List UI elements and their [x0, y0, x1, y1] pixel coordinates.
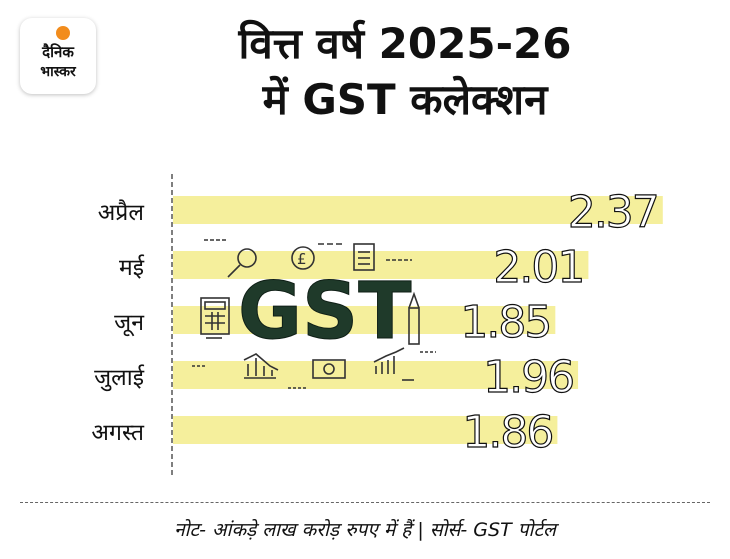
category-label: अप्रैल: [98, 199, 145, 226]
search-icon: [227, 248, 257, 278]
dash-marks: [192, 239, 436, 389]
footer-note: नोट- आंकड़े लाख करोड़ रुपए में हैं | सोर…: [174, 519, 556, 541]
data-label: 1.85: [460, 297, 550, 348]
calculator-icon: [200, 297, 230, 335]
bar: [173, 416, 558, 444]
bar-chart: £: [91, 174, 663, 478]
footer-divider: [20, 502, 710, 503]
growth-chart-icon: [373, 347, 405, 374]
data-label: 1.86: [462, 407, 552, 458]
data-label: 2.37: [568, 187, 658, 238]
category-label: जुलाई: [94, 364, 145, 392]
chart-title: वित्त वर्ष 2025-26 में GST कलेक्शन: [110, 16, 700, 128]
sun-icon: [56, 26, 70, 40]
cash-icon: [312, 359, 346, 379]
pencil-icon: [408, 291, 420, 345]
gst-illustration: £: [192, 239, 436, 389]
category-label: मई: [119, 254, 145, 281]
bar: [173, 361, 579, 389]
chart-title-line1: वित्त वर्ष 2025-26: [238, 19, 572, 68]
category-label: जून: [114, 310, 145, 337]
category-label: अगस्त: [91, 420, 144, 446]
svg-text:£: £: [297, 250, 307, 268]
bars-layer: [171, 174, 663, 478]
gst-illustration-text: GST: [238, 267, 411, 357]
bar: [173, 306, 556, 334]
pound-coin-icon: £: [291, 246, 315, 270]
bar-graph-icon: [243, 353, 279, 379]
logo-text-line2: भास्कर: [40, 64, 76, 80]
bar: [173, 196, 663, 224]
data-label: 2.01: [493, 242, 583, 293]
logo-text-line1: दैनिक: [42, 43, 74, 61]
dainik-bhaskar-logo: दैनिक भास्कर: [20, 18, 96, 94]
data-label: 1.96: [483, 352, 573, 403]
chart-title-line2: में GST कलेक्शन: [262, 75, 548, 124]
document-icon: [353, 243, 375, 271]
